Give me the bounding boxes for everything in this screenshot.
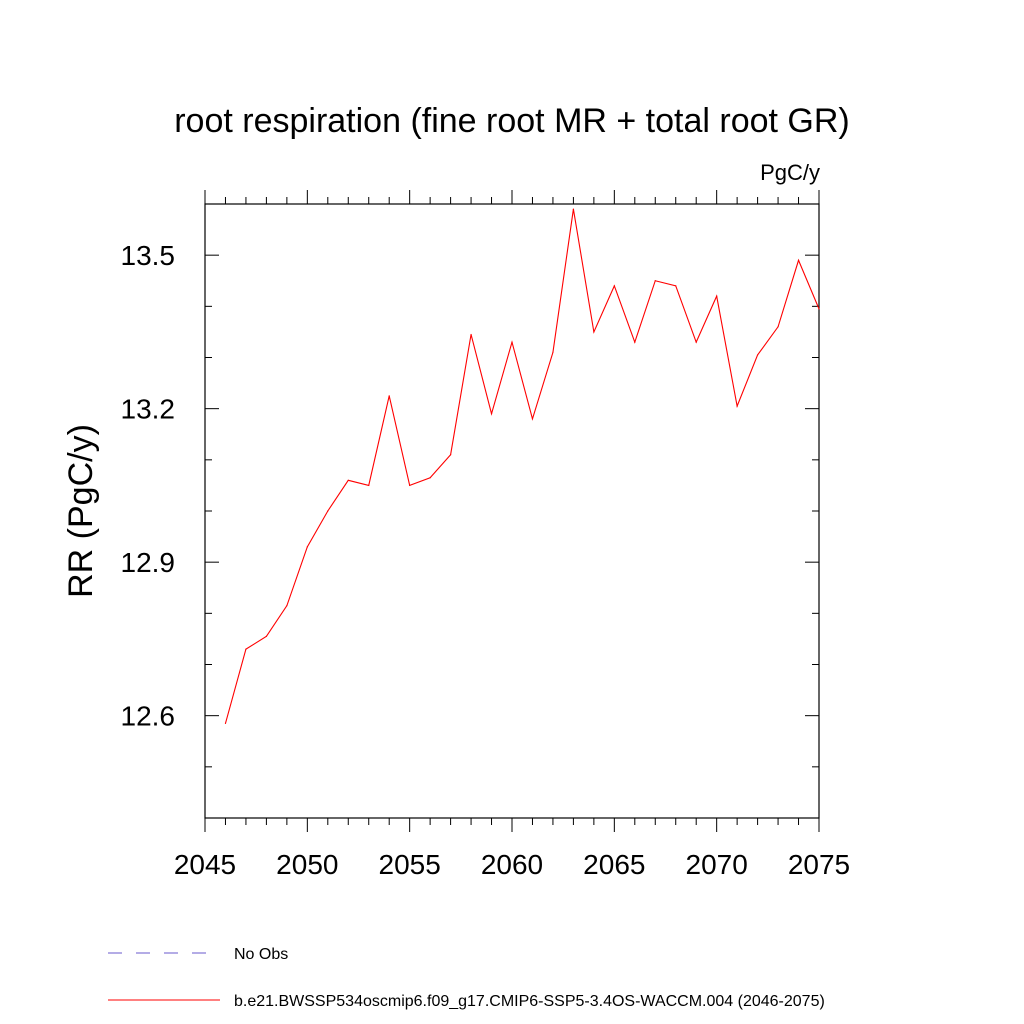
- data-point: [347, 479, 349, 481]
- legend: No Obs b.e21.BWSSP534oscmip6.f09_g17.CMI…: [108, 946, 825, 1010]
- series-line: [224, 209, 820, 724]
- units-label: PgC/y: [760, 160, 820, 185]
- data-point: [757, 354, 759, 356]
- y-axis: 12.6 12.9 13.2 13.5: [121, 203, 819, 819]
- data-point: [450, 454, 452, 456]
- data-point: [409, 484, 411, 487]
- data-point: [552, 351, 554, 353]
- x-tick-label: 2070: [686, 849, 748, 880]
- y-tick-label: 12.9: [121, 547, 176, 578]
- x-axis: 2045 2050 2055 2060 2065 2070 2075: [174, 190, 850, 880]
- data-point: [634, 341, 636, 343]
- data-point: [613, 285, 615, 287]
- data-point: [388, 395, 390, 397]
- data-point: [368, 484, 370, 487]
- data-point: [490, 413, 493, 415]
- data-point: [245, 648, 247, 650]
- data-point: [429, 477, 431, 479]
- chart-title: root respiration (fine root MR + total r…: [174, 102, 850, 140]
- data-point: [224, 722, 227, 724]
- y-axis-label: RR (PgC/y): [62, 424, 100, 598]
- x-tick-label: 2060: [481, 849, 543, 880]
- data-point: [470, 333, 472, 336]
- data-point: [265, 635, 267, 637]
- data-point: [818, 308, 820, 310]
- x-tick-label: 2055: [379, 849, 441, 880]
- x-tick-label: 2050: [276, 849, 338, 880]
- series-layer: [224, 208, 820, 724]
- data-point: [797, 259, 800, 261]
- data-point: [572, 208, 575, 210]
- plot-frame: [204, 203, 820, 819]
- y-tick-label: 13.2: [121, 394, 176, 425]
- data-point: [716, 295, 718, 297]
- y-tick-label: 13.5: [121, 240, 176, 271]
- legend-label-no-obs: No Obs: [234, 946, 288, 963]
- data-point: [511, 341, 513, 343]
- data-point: [654, 280, 656, 282]
- data-point: [327, 510, 329, 512]
- data-point: [675, 285, 677, 287]
- x-tick-label: 2065: [583, 849, 645, 880]
- data-point: [777, 326, 779, 328]
- data-point: [286, 605, 288, 607]
- y-tick-label: 12.6: [121, 701, 176, 732]
- data-point: [593, 331, 595, 333]
- data-point: [306, 546, 308, 548]
- x-tick-label: 2075: [788, 849, 850, 880]
- legend-label-model: b.e21.BWSSP534oscmip6.f09_g17.CMIP6-SSP5…: [234, 993, 825, 1010]
- data-point: [531, 418, 534, 420]
- data-point: [695, 341, 697, 343]
- data-point: [736, 405, 738, 407]
- x-tick-label: 2045: [174, 849, 236, 880]
